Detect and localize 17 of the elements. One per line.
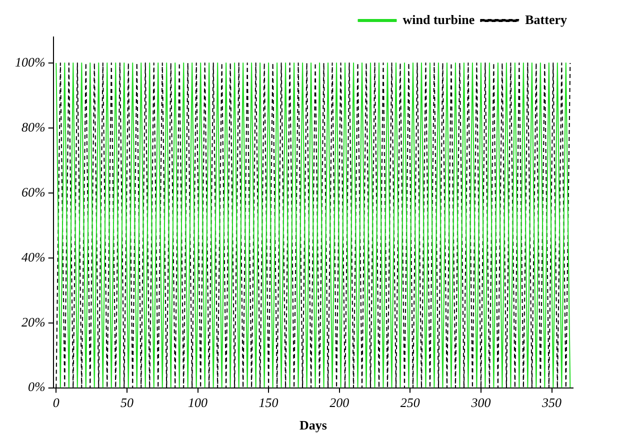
y-tick-label: 60%	[21, 184, 46, 200]
y-tick-label: 40%	[21, 249, 46, 264]
legend-label: wind turbine	[402, 12, 475, 27]
y-tick-label: 80%	[21, 119, 46, 134]
x-tick-label: 0	[52, 395, 60, 410]
y-tick-label: 20%	[21, 314, 46, 330]
y-tick-label: 100%	[14, 54, 46, 70]
legend-label: Battery	[525, 12, 568, 27]
x-axis-title: Days	[299, 418, 327, 433]
x-tick-label: 100	[188, 395, 208, 410]
x-tick-label: 300	[470, 395, 492, 410]
x-tick-label: 200	[330, 395, 350, 410]
x-tick-label: 350	[541, 395, 562, 410]
x-tick-label: 150	[258, 395, 279, 410]
y-tick-label: 0%	[28, 379, 46, 394]
x-tick-label: 50	[120, 395, 134, 410]
x-tick-label: 250	[400, 395, 420, 410]
